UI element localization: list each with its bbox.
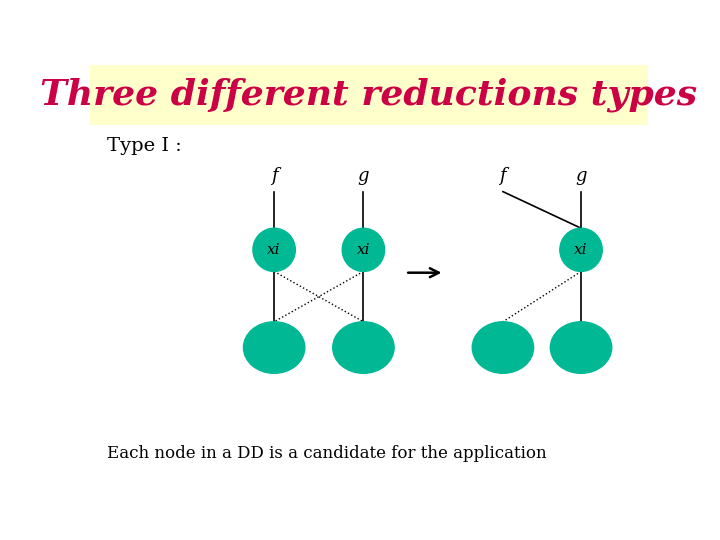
Text: Three different reductions types: Three different reductions types bbox=[40, 78, 698, 112]
Ellipse shape bbox=[333, 322, 394, 373]
Text: f: f bbox=[500, 167, 506, 185]
Ellipse shape bbox=[472, 322, 534, 373]
Text: Type I :: Type I : bbox=[107, 137, 181, 155]
Text: f: f bbox=[271, 167, 277, 185]
Text: Each node in a DD is a candidate for the application: Each node in a DD is a candidate for the… bbox=[107, 445, 546, 462]
Ellipse shape bbox=[243, 322, 305, 373]
Ellipse shape bbox=[560, 228, 602, 272]
Ellipse shape bbox=[342, 228, 384, 272]
Text: g: g bbox=[358, 167, 369, 185]
Ellipse shape bbox=[550, 322, 612, 373]
Text: xi: xi bbox=[356, 243, 370, 257]
Text: xi: xi bbox=[267, 243, 281, 257]
Ellipse shape bbox=[253, 228, 295, 272]
Text: xi: xi bbox=[575, 243, 588, 257]
Text: g: g bbox=[575, 167, 587, 185]
FancyBboxPatch shape bbox=[90, 65, 648, 125]
